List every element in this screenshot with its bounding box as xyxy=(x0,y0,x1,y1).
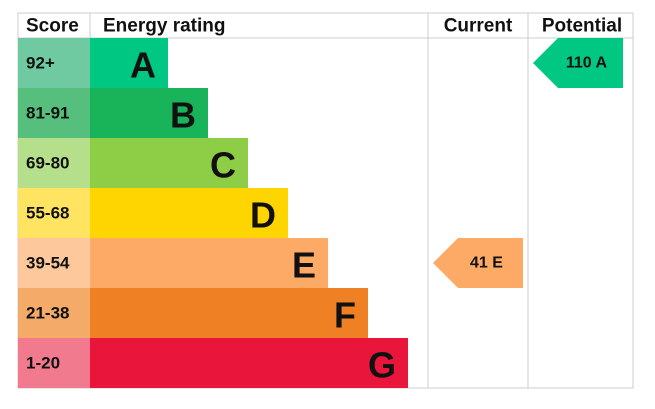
score-cell xyxy=(18,138,90,188)
score-cell xyxy=(18,338,90,388)
potential-arrow xyxy=(533,38,623,88)
rating-bar xyxy=(90,188,288,238)
score-cell xyxy=(18,88,90,138)
header-score: Score xyxy=(26,16,79,37)
score-label: 69-80 xyxy=(26,154,69,173)
rating-bar xyxy=(90,238,328,288)
header-potential: Potential xyxy=(542,16,622,37)
score-label: 55-68 xyxy=(26,204,69,223)
score-cell xyxy=(18,188,90,238)
rating-letter: E xyxy=(292,245,316,286)
rating-bar xyxy=(90,338,408,388)
score-label: 39-54 xyxy=(26,254,70,273)
score-label: 21-38 xyxy=(26,304,69,323)
rating-letter: C xyxy=(210,145,236,186)
header-current: Current xyxy=(444,16,513,37)
rating-bar xyxy=(90,38,168,88)
score-label: 92+ xyxy=(26,54,55,73)
rating-bar xyxy=(90,288,368,338)
rating-bar xyxy=(90,138,248,188)
score-cell xyxy=(18,288,90,338)
score-cell xyxy=(18,238,90,288)
score-label: 81-91 xyxy=(26,104,69,123)
potential-label: 110 A xyxy=(566,55,608,72)
header-rating: Energy rating xyxy=(103,16,225,37)
current-label: 41 E xyxy=(470,255,503,272)
score-label: 1-20 xyxy=(26,354,60,373)
rating-letter: G xyxy=(368,345,396,386)
rating-letter: B xyxy=(170,95,196,136)
current-arrow xyxy=(433,238,523,288)
rating-bar xyxy=(90,88,208,138)
score-cell xyxy=(18,38,90,88)
rating-letter: F xyxy=(334,295,356,336)
rating-letter: D xyxy=(250,195,276,236)
rating-letter: A xyxy=(130,45,156,86)
